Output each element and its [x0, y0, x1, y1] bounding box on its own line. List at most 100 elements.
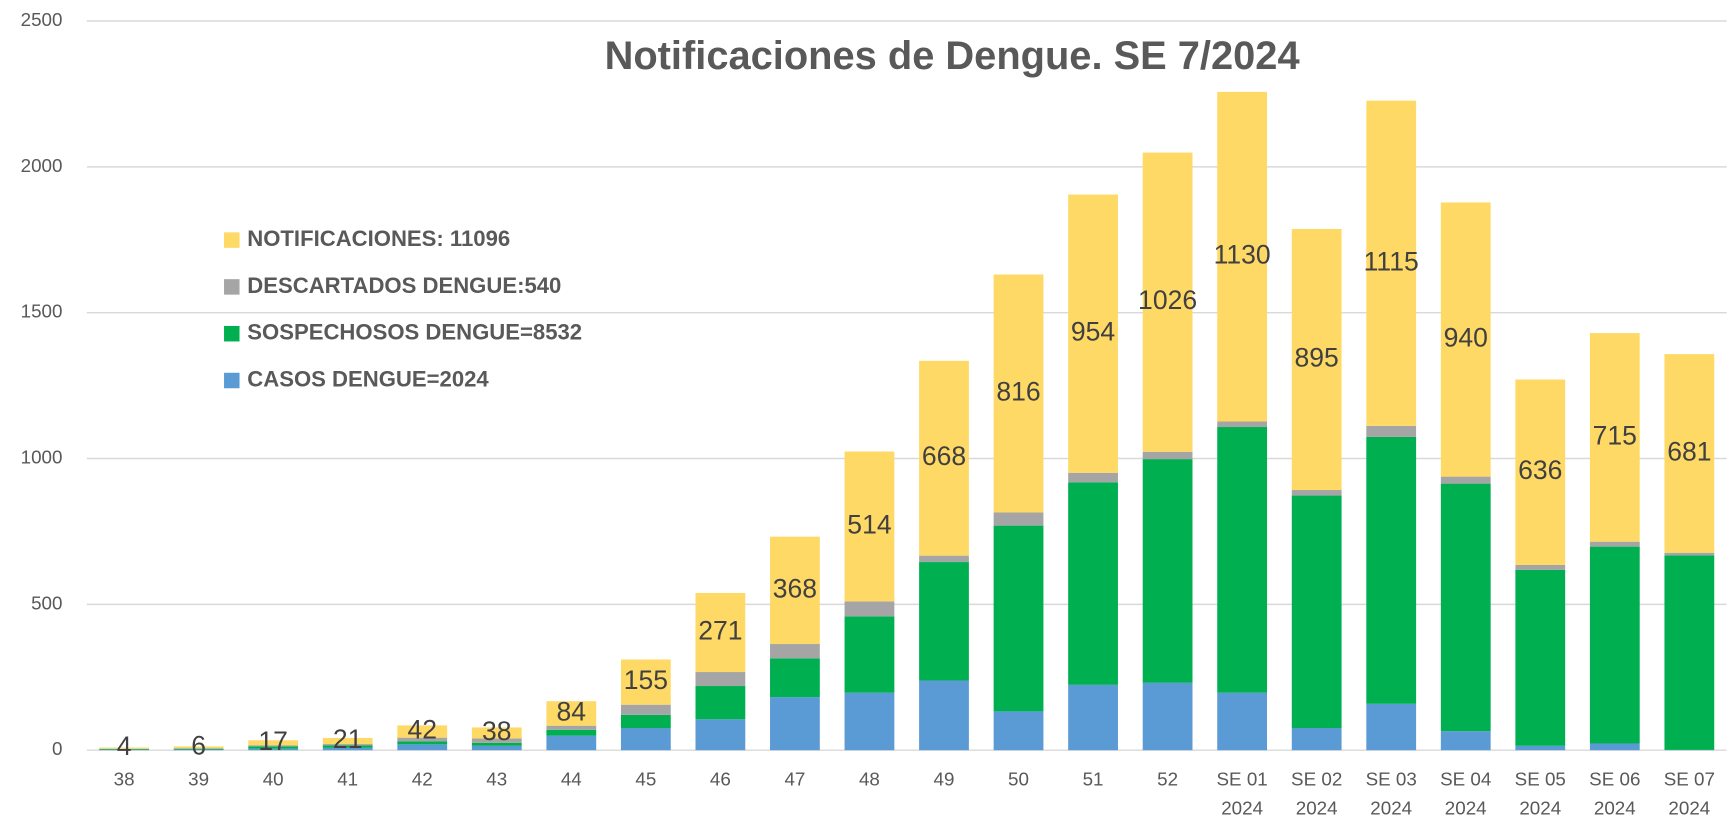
- x-tick-label-box: 40: [263, 769, 284, 790]
- bar-segment: [546, 729, 597, 736]
- bar-segment: [919, 555, 969, 563]
- x-tick-label-box: SE 03 2024: [1366, 769, 1417, 819]
- bar-segment: [173, 748, 224, 749]
- bar-segment: [1291, 728, 1342, 751]
- bar-segment: [1440, 731, 1491, 751]
- bar-segment: [919, 360, 969, 556]
- bar-segment: [1515, 564, 1566, 570]
- bar-segment: [173, 748, 224, 750]
- bar-segment: [1291, 490, 1342, 496]
- bar-segment: [993, 512, 1044, 526]
- bar-segment: [770, 697, 820, 751]
- bar-segment: [1068, 684, 1118, 751]
- x-tick-label-box: 52: [1157, 768, 1179, 791]
- bar-segment: [1366, 425, 1417, 437]
- x-tick-label: 43: [486, 768, 508, 791]
- bar-segment: [1366, 100, 1417, 426]
- bar-segment: [1440, 476, 1491, 484]
- x-tick-label: 44: [560, 768, 582, 791]
- data-label: 816: [996, 376, 1040, 406]
- bar-segment: [99, 749, 149, 750]
- x-tick-label-box: SE 04 2024: [1440, 768, 1492, 819]
- bar-segment: [397, 744, 448, 751]
- y-tick-label: 1500: [21, 301, 63, 322]
- bar-segment: [397, 737, 448, 742]
- bar-segment: [322, 747, 373, 751]
- bar-segment: [397, 725, 448, 738]
- x-tick-label: 38: [113, 768, 135, 791]
- bar-segment: [770, 644, 820, 659]
- x-tick-label-box: 50: [1008, 769, 1029, 790]
- x-tick-label-box: 38: [113, 768, 135, 791]
- bar-segment: [1440, 202, 1491, 477]
- bar-segment: [248, 745, 299, 747]
- bar-segment: [248, 740, 299, 746]
- data-label: 940: [1444, 323, 1488, 353]
- legend-swatch: [224, 232, 240, 248]
- x-tick-label-box: 48: [858, 768, 880, 791]
- bar-segment: [99, 749, 149, 751]
- bar-segment: [1217, 692, 1268, 751]
- bar-segment: [1664, 555, 1715, 750]
- bar-segment: [99, 747, 149, 749]
- bar-segment: [993, 525, 1044, 712]
- bar-segment: [546, 725, 597, 730]
- bar-segment: [1664, 552, 1715, 556]
- bar-segment: [322, 745, 373, 748]
- bar-segment: [620, 704, 671, 715]
- bar-segment: [1068, 472, 1118, 483]
- bar-segment: [993, 711, 1044, 751]
- bar-segment: [844, 601, 895, 617]
- legend-swatch: [224, 279, 240, 295]
- bar-segment: [546, 701, 597, 726]
- x-tick-label: SE 01 2024: [1216, 768, 1268, 819]
- x-tick-label-box: 49: [934, 769, 955, 790]
- bar-segment: [1142, 152, 1193, 452]
- data-label: 1115: [1364, 246, 1419, 276]
- bar-segment: [1217, 421, 1268, 428]
- x-tick-label: 52: [1157, 768, 1179, 791]
- bar-segment: [1589, 546, 1640, 744]
- bar-segment: [1291, 228, 1342, 491]
- bar-segment: [1068, 194, 1118, 473]
- bar-segment: [173, 749, 224, 751]
- y-tick-label: 2500: [21, 9, 63, 30]
- bar-segment: [695, 672, 746, 687]
- x-tick-label: 41: [337, 768, 359, 791]
- y-tick-label: 0: [52, 738, 62, 759]
- bar-segment: [397, 741, 448, 745]
- bar-segment: [844, 692, 895, 751]
- y-tick-label: 500: [31, 592, 62, 613]
- bar-segment: [546, 735, 597, 751]
- data-label: 514: [847, 509, 891, 539]
- x-tick-label: 51: [1082, 768, 1104, 791]
- bar-segment: [1366, 436, 1417, 704]
- bar-segment: [1589, 333, 1640, 542]
- x-tick-label: 46: [709, 768, 731, 791]
- data-label: 895: [1295, 343, 1339, 373]
- bar-segment: [620, 728, 671, 751]
- bar-segment: [471, 738, 522, 743]
- x-tick-label: SE 04 2024: [1440, 768, 1492, 819]
- data-label: 271: [698, 616, 742, 646]
- data-label: 38: [482, 716, 512, 746]
- bar-segment: [620, 714, 671, 729]
- data-label: 155: [624, 665, 668, 695]
- bar-segment: [844, 451, 895, 602]
- data-label: 715: [1593, 420, 1637, 450]
- x-tick-label-box: 43: [486, 768, 508, 791]
- x-tick-label-box: 46: [709, 768, 731, 791]
- x-tick-label: 48: [858, 768, 880, 791]
- bar-segment: [1142, 459, 1193, 683]
- bar-segment: [471, 727, 522, 739]
- data-label: 1026: [1138, 285, 1197, 315]
- bar-segment: [1589, 743, 1640, 751]
- data-label: 6: [191, 730, 206, 760]
- x-tick-label: SE 06 2024: [1589, 768, 1641, 819]
- x-tick-label: 39: [188, 768, 210, 791]
- y-tick-label: 2000: [21, 155, 63, 176]
- bar-segment: [919, 680, 969, 751]
- x-tick-label-box: 45: [635, 769, 656, 790]
- data-label: 636: [1518, 455, 1562, 485]
